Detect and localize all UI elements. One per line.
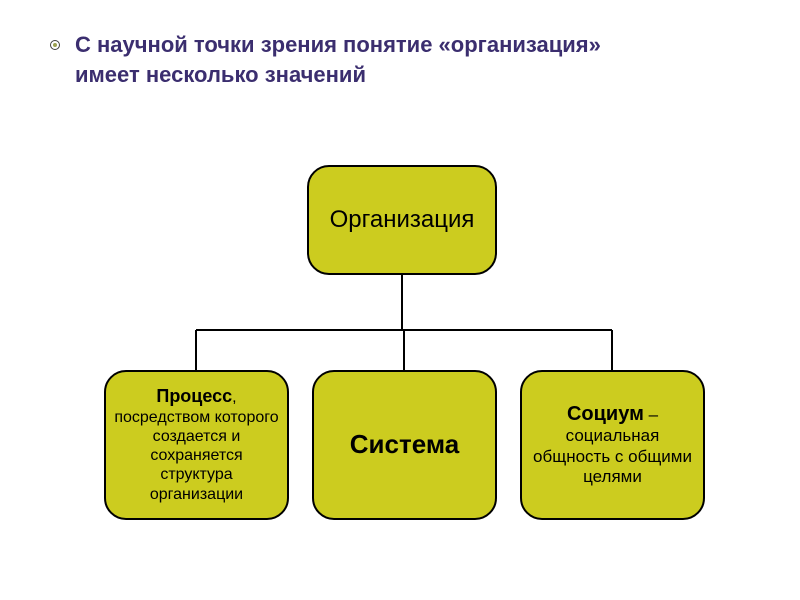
node-child-2-rest: социальная общность с общими целями <box>533 426 692 486</box>
node-child-1: Система <box>312 370 497 520</box>
node-child-2-suffix: – <box>644 405 658 424</box>
node-child-0-rest: посредством которого создается и сохраня… <box>114 409 278 503</box>
node-root-label: Организация <box>330 206 475 235</box>
node-child-0-suffix: , <box>232 389 236 406</box>
node-child-1-strong: Система <box>350 429 459 459</box>
node-child-0: Процесс, посредством которого создается … <box>104 370 289 520</box>
node-child-2-strong: Социум <box>567 403 644 425</box>
node-child-0-strong: Процесс <box>156 386 232 406</box>
node-root: Организация <box>307 165 497 275</box>
node-child-2: Социум – социальная общность с общими це… <box>520 370 705 520</box>
node-child-1-text: Система <box>350 429 459 460</box>
node-child-2-text: Социум – социальная общность с общими це… <box>530 402 695 487</box>
page-title: С научной точки зрения понятие «организа… <box>75 30 635 89</box>
node-child-0-text: Процесс, посредством которого создается … <box>114 386 279 504</box>
bullet-inner <box>53 43 57 47</box>
